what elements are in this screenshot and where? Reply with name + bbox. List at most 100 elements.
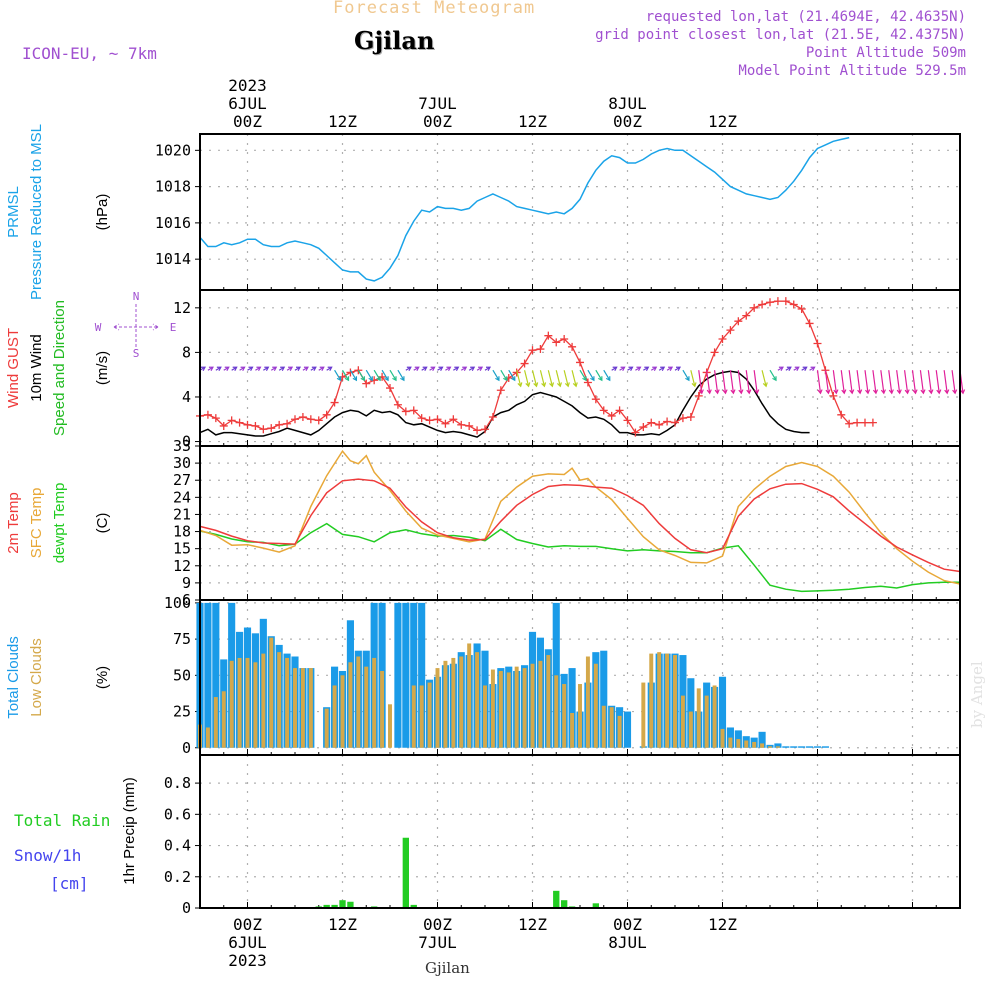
low-cloud-bar (388, 704, 392, 748)
watermark: by Angel (968, 661, 986, 728)
temperature-frame (199, 445, 961, 601)
low-cloud-bar (562, 684, 567, 748)
wind-direction-arrow (500, 369, 508, 381)
wind-gust-marker (766, 298, 774, 307)
low-cloud-bar (356, 656, 361, 748)
wind-gust-marker (750, 303, 759, 312)
chart-suptitle: Forecast Meteogram (333, 0, 536, 18)
wind-direction-arrowhead (810, 366, 816, 372)
wind-direction-arrow (832, 370, 837, 394)
bottom-day-label: 8JUL (608, 933, 647, 952)
bottom-time-label: 00Z (423, 915, 452, 934)
wind-direction-arrow (690, 370, 696, 387)
low-cloud-bar (593, 663, 598, 748)
wind-gust-marker (338, 372, 347, 381)
wind-direction-arrowhead (400, 376, 405, 382)
low-cloud-bar (451, 657, 456, 748)
wind-direction-arrowhead (928, 389, 934, 395)
wind-gust-marker (599, 406, 608, 415)
wind-direction-arrow (737, 370, 742, 394)
total-cloud-bar (600, 650, 608, 748)
wind-gust-marker (678, 414, 687, 423)
pressure-grid: 1014 1016 1018 1020 (155, 134, 961, 290)
wind-gust-marker (781, 297, 790, 306)
low-cloud-bar (688, 711, 693, 748)
wind-direction-arrowhead (470, 366, 476, 372)
wind-direction-arrowhead (691, 382, 697, 388)
wind-direction-arrow (579, 369, 587, 381)
wind-direction-arrowhead (414, 366, 420, 372)
wind-direction-arrow (935, 370, 940, 394)
total-cloud-bar (806, 746, 814, 748)
rain-bar (339, 900, 346, 908)
wind-direction-arrow (563, 370, 569, 387)
wind-gust-marker (211, 414, 220, 423)
wind-direction-arrowhead (636, 366, 642, 372)
total-cloud-bar (782, 746, 790, 748)
wind-gust-marker (805, 319, 814, 328)
low-cloud-bar (229, 660, 234, 748)
clouds-ytick-label: 50 (173, 666, 191, 684)
wind-gust-marker (243, 420, 252, 429)
wind-series-line (199, 370, 810, 438)
low-cloud-bar (427, 682, 432, 748)
wind-gust-marker (583, 378, 592, 387)
low-cloud-bar (736, 739, 741, 748)
wind-gust-marker (797, 304, 806, 313)
wind-gust-marker (623, 416, 632, 425)
wind-gust-marker (710, 348, 719, 357)
wind-direction-arrowhead (598, 376, 603, 382)
wind-gust-marker (409, 406, 418, 415)
wind-direction-arrowhead (590, 376, 595, 382)
low-cloud-bar (673, 655, 677, 748)
wind-gust-marker (734, 317, 743, 326)
wind-gust-marker (520, 359, 529, 368)
wind-direction-arrowhead (422, 366, 428, 372)
wind-gust-marker (259, 425, 268, 434)
wind-direction-arrow (761, 370, 767, 387)
precip-grid: 0 0.2 0.4 0.6 0.8 (164, 755, 961, 917)
wind-direction-arrowhead (675, 366, 681, 372)
low-cloud-bar (617, 715, 622, 748)
wind-direction-arrowhead (920, 389, 926, 395)
wind-gust-marker (275, 420, 284, 429)
temperature-ytick-label: 24 (173, 488, 191, 506)
wind-direction-arrowhead (872, 389, 879, 395)
wind-direction-arrow (903, 370, 909, 394)
wind-direction-arrowhead (841, 389, 847, 395)
bottom-day-label: 7JUL (418, 933, 457, 952)
compass-rose (113, 304, 159, 350)
wind-direction-arrow (524, 370, 530, 387)
wind-direction-arrowhead (224, 366, 230, 372)
clouds-units: (%) (94, 666, 111, 689)
low-cloud-bar (570, 712, 575, 748)
wind-direction-arrow (911, 370, 917, 394)
top-time-label: 12Z (328, 112, 357, 131)
model-label: ICON-EU, ~ 7km (22, 44, 157, 63)
total-cloud-bar (410, 602, 418, 748)
low-cloud-bar (775, 746, 780, 748)
low-cloud-bar (506, 672, 511, 748)
wind-gust-marker (853, 418, 862, 427)
wind-direction-arrowhead (208, 366, 214, 372)
low-cloud-bar (443, 660, 448, 748)
low-cloud-bar (585, 656, 590, 748)
low-cloud-bar (522, 668, 527, 748)
wind-ytick-label: 4 (182, 388, 191, 406)
low-cloud-bar (293, 668, 297, 748)
total-cloud-bar (774, 743, 782, 748)
requested-coords: requested lon,lat (21.4694E, 42.4635N) (645, 9, 966, 25)
bottom-day-label: 6JUL (228, 933, 267, 952)
wind-direction-arrowhead (612, 366, 618, 372)
wind-gust-marker (813, 339, 822, 348)
wind-direction-arrowhead (936, 389, 942, 395)
wind-direction-arrow (951, 370, 956, 394)
wind-gust-marker (227, 416, 236, 425)
temperature-series-line (199, 449, 961, 585)
wind-gust-marker (647, 418, 656, 427)
temperature-ytick-label: 12 (173, 557, 191, 575)
low-cloud-bar (348, 662, 353, 748)
wind-gust-marker (576, 358, 584, 367)
low-cloud-bar (720, 728, 725, 748)
